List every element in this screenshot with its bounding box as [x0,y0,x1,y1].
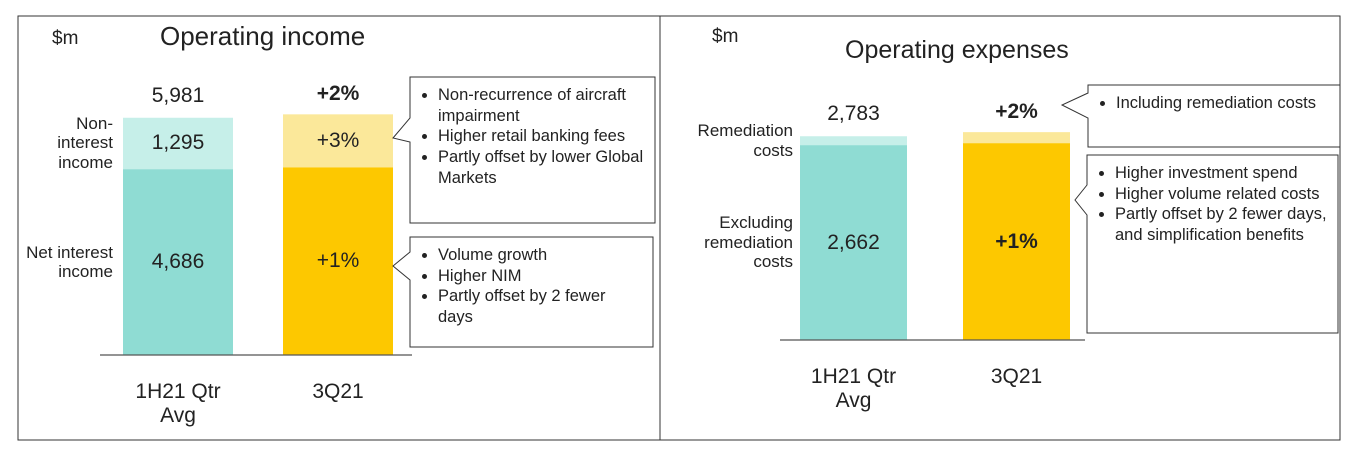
callout-text: Non-recurrence of aircraft impairmentHig… [412,85,645,188]
series-label: Remediation costs [697,121,793,160]
callout-text: Higher investment spendHigher volume rel… [1089,163,1328,246]
bar-segment [123,169,233,355]
total-label: 5,981 [151,83,205,107]
value-label: 4,686 [151,250,205,274]
bar-segment [283,114,393,168]
bullet-item: Higher retail banking fees [438,126,645,147]
series-label: Excluding remediation costs [704,213,793,272]
series-label: Non-interest income [57,113,113,173]
category-label: 3Q21 [312,380,364,403]
unit-label: $m [712,26,739,47]
bullet-list: Including remediation costs [1090,93,1330,114]
bar-segment [283,167,393,355]
category-label: 1H21 Qtr Avg [135,380,221,428]
change-label: +1% [316,249,360,273]
panel-border [659,15,1341,441]
category-label: 1H21 Qtr Avg [810,365,897,413]
bar-segment [963,143,1070,340]
bullet-item: Partly offset by lower Global Markets [438,147,645,188]
change-label: +3% [316,128,360,152]
category-label: 3Q21 [990,365,1043,388]
bar-segment [800,136,907,146]
chart-title: Operating income [160,21,366,51]
bullet-list: Non-recurrence of aircraft impairmentHig… [412,85,645,188]
bullet-item: Volume growth [438,245,643,266]
callout-box [392,76,656,224]
unit-label: $m [52,28,79,49]
callout-text: Volume growthHigher NIMPartly offset by … [412,245,643,328]
callout-box [1060,84,1341,148]
bullet-list: Higher investment spendHigher volume rel… [1089,163,1328,246]
chart-title: Operating expenses [845,36,1069,64]
bullet-list: Volume growthHigher NIMPartly offset by … [412,245,643,328]
bullet-item: Including remediation costs [1116,93,1330,114]
bullet-item: Higher volume related costs [1115,184,1328,205]
bar-segment [963,132,1070,144]
bullet-item: Partly offset by 2 fewer days, and simpl… [1115,204,1328,245]
bar-segment [800,145,907,340]
bullet-item: Higher investment spend [1115,163,1328,184]
callout-text: Including remediation costs [1090,93,1330,114]
callout-box [1074,154,1339,334]
total-change-label: +2% [995,100,1038,124]
bullet-item: Partly offset by 2 fewer days [438,286,643,327]
callout-box [392,236,654,348]
bar-segment [123,117,233,170]
total-change-label: +2% [316,82,360,106]
change-label: +1% [995,229,1038,253]
bullet-item: Higher NIM [438,266,643,287]
bullet-item: Non-recurrence of aircraft impairment [438,85,645,126]
total-label: 2,783 [827,102,880,126]
value-label: 2,662 [827,230,880,254]
value-label: 1,295 [151,131,205,155]
series-label: Net interest income [26,242,113,282]
